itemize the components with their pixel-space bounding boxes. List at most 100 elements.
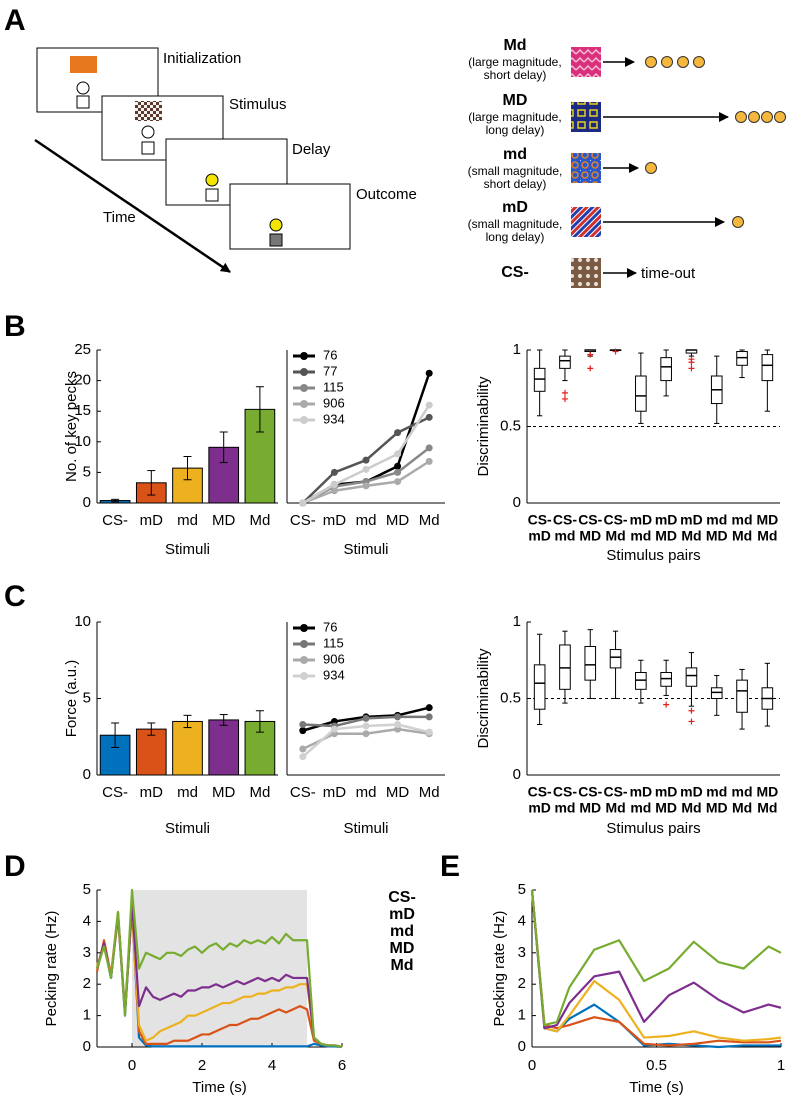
x-tick-label: Md (681, 800, 701, 816)
point (299, 745, 307, 753)
x-tick-label: MD (756, 784, 778, 800)
stimulus-name: Md (503, 37, 526, 54)
outlier (688, 365, 695, 372)
legend-marker (300, 672, 308, 680)
x-tick-label: MD (579, 800, 601, 816)
panel-label: B (4, 310, 26, 343)
x-tick-label: Md (605, 528, 625, 544)
panel-label: C (4, 580, 26, 613)
legend-label: md (390, 923, 414, 940)
x-tick-label: CS- (578, 784, 602, 800)
y-tick-label: 0.5 (500, 689, 521, 706)
x-tick-label: MD (386, 512, 409, 529)
x-tick-label: Md (757, 528, 777, 544)
x-axis-label: Stimuli (343, 541, 388, 558)
stimulus-image (571, 207, 601, 237)
x-tick-label: mD (528, 800, 551, 816)
outcome-label: time-out (641, 265, 696, 282)
stimulus-key (135, 101, 162, 121)
stimulus-legend: Md (large magnitude, short delay) MD (la… (468, 37, 786, 288)
box (660, 671, 672, 687)
box (761, 354, 774, 382)
x-tick-label: Md (757, 800, 777, 816)
legend-label: 906 (323, 651, 345, 666)
x-tick-label: md (630, 800, 651, 816)
y-tick-label: 2 (518, 975, 526, 992)
box (584, 645, 597, 681)
y-tick-label: 25 (74, 341, 91, 358)
y-tick-label: 0 (83, 1038, 91, 1055)
x-tick-label: mD (528, 528, 551, 544)
trial-diagram (34, 47, 351, 274)
y-tick-label: 3 (518, 944, 526, 961)
outlier (688, 718, 695, 725)
point (362, 714, 370, 722)
point (425, 444, 433, 452)
bar (172, 720, 203, 776)
y-axis-label: Pecking rate (Hz) (491, 911, 508, 1027)
point (362, 456, 370, 464)
x-tick-label: Md (249, 512, 270, 529)
point (394, 450, 402, 458)
point (425, 704, 433, 712)
point (425, 413, 433, 421)
point (394, 429, 402, 437)
stimulus-name: mD (502, 199, 528, 216)
x-axis-label: Stimulus pairs (606, 820, 700, 837)
series-line (530, 889, 782, 1027)
point (362, 482, 370, 490)
point (394, 478, 402, 486)
y-tick-label: 5 (83, 881, 91, 898)
event-label: Stimulus (229, 96, 287, 113)
point (394, 721, 402, 729)
reward (732, 216, 744, 228)
legend-label: 115 (323, 379, 344, 394)
outlier (587, 351, 594, 358)
y-tick-label: 15 (74, 402, 91, 419)
x-tick-label: CS- (578, 512, 602, 528)
y-tick-label: 5 (83, 689, 91, 706)
x-tick-label: 0 (528, 1057, 536, 1074)
stimulus-description: short delay) (484, 177, 547, 191)
panel-label: E (440, 850, 460, 883)
x-tick-label: MD (579, 528, 601, 544)
key (269, 218, 283, 232)
x-tick-label: mD (655, 784, 678, 800)
point (425, 401, 433, 409)
legend-label: mD (389, 906, 415, 923)
x-tick-label: CS- (603, 784, 627, 800)
legend-label: 76 (323, 619, 337, 634)
stimulus-name: MD (503, 92, 528, 109)
box (635, 375, 647, 412)
y-tick-label: 0.5 (500, 417, 521, 434)
x-tick-label: CS- (603, 512, 627, 528)
event-label: Outcome (356, 186, 417, 203)
legend-label: Md (390, 957, 413, 974)
legend-label: 115 (323, 635, 344, 650)
init-key (70, 56, 97, 73)
x-tick-label: 1 (777, 1057, 785, 1074)
x-tick-label: 2 (198, 1057, 206, 1074)
x-axis-label: Time (s) (629, 1079, 683, 1096)
x-tick-label: 0 (128, 1057, 136, 1074)
key (76, 81, 90, 95)
stimulus-description: (large magnitude, (468, 55, 561, 69)
key (141, 125, 155, 139)
stimulus-description: (small magnitude, (468, 164, 563, 178)
x-tick-label: Md (419, 512, 440, 529)
x-tick-label: mD (140, 784, 163, 801)
point (299, 753, 307, 761)
series-line (95, 901, 343, 1049)
point (425, 457, 433, 465)
stimulus-image (571, 153, 601, 183)
point (425, 369, 433, 377)
key (76, 95, 90, 109)
point (394, 462, 402, 470)
x-tick-label: 4 (268, 1057, 276, 1074)
y-tick-label: 20 (74, 372, 91, 389)
box (533, 664, 546, 710)
legend-marker (300, 352, 308, 360)
key (205, 173, 219, 187)
outlier (612, 348, 619, 355)
x-tick-label: md (177, 512, 198, 529)
